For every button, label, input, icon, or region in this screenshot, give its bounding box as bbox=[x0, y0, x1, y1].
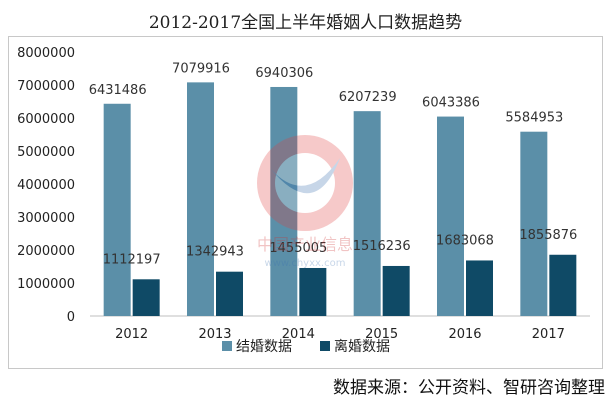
data-label-divorce: 1683068 bbox=[436, 233, 494, 248]
data-label-marriage: 6940306 bbox=[255, 66, 313, 81]
bar-marriage bbox=[103, 103, 131, 317]
x-tick-label: 2015 bbox=[365, 327, 398, 342]
y-tick-label: 4000000 bbox=[17, 178, 75, 193]
bar-divorce bbox=[466, 260, 493, 316]
bar-divorce bbox=[299, 267, 327, 316]
x-tick-label: 2012 bbox=[115, 327, 148, 342]
watermark-text: 中国产业信息 bbox=[257, 235, 353, 254]
bar-divorce bbox=[549, 254, 577, 316]
legend-swatch bbox=[320, 341, 330, 351]
bar-marriage bbox=[520, 131, 548, 316]
watermark-logo: 中国产业信息 www.chyxx.com bbox=[257, 135, 353, 268]
bar-divorce bbox=[382, 265, 410, 316]
bar-marriage bbox=[187, 82, 214, 317]
bar-marriage bbox=[437, 116, 464, 316]
bar-marriage bbox=[270, 86, 298, 316]
data-label-divorce: 1855876 bbox=[519, 228, 577, 243]
x-tick-label: 2014 bbox=[282, 327, 315, 342]
y-tick-label: 1000000 bbox=[17, 277, 75, 292]
y-tick-label: 5000000 bbox=[17, 145, 75, 160]
data-label-marriage: 6043386 bbox=[422, 96, 480, 111]
data-source: 数据来源：公开资料、智研咨询整理 bbox=[333, 378, 605, 398]
data-label-marriage: 7079916 bbox=[172, 61, 230, 76]
legend-label: 离婚数据 bbox=[334, 338, 390, 355]
chart-frame bbox=[8, 36, 603, 369]
data-label-divorce: 1455005 bbox=[269, 241, 327, 256]
x-tick-label: 2013 bbox=[198, 327, 231, 342]
y-tick-label: 3000000 bbox=[17, 211, 75, 226]
legend-label: 结婚数据 bbox=[236, 339, 292, 355]
y-tick-label: 7000000 bbox=[17, 79, 75, 94]
watermark-url: www.chyxx.com bbox=[265, 258, 346, 268]
y-tick-label: 8000000 bbox=[17, 46, 75, 61]
data-label-marriage: 6431486 bbox=[89, 83, 147, 98]
data-label-divorce: 1516236 bbox=[353, 239, 411, 254]
bar-marriage bbox=[353, 111, 381, 317]
data-label-divorce: 1342943 bbox=[186, 245, 244, 260]
bar-divorce bbox=[132, 279, 160, 316]
y-tick-label: 0 bbox=[67, 310, 75, 325]
data-label-marriage: 5584953 bbox=[505, 111, 563, 126]
x-tick-label: 2017 bbox=[532, 327, 565, 342]
legend-swatch bbox=[222, 341, 232, 351]
bar-divorce bbox=[216, 271, 243, 316]
chart-title: 2012-2017全国上半年婚姻人口数据趋势 bbox=[148, 13, 463, 33]
data-label-marriage: 6207239 bbox=[339, 90, 397, 105]
y-tick-label: 2000000 bbox=[17, 244, 75, 259]
x-tick-label: 2016 bbox=[448, 327, 481, 342]
y-tick-label: 6000000 bbox=[17, 112, 75, 127]
data-label-divorce: 1112197 bbox=[103, 252, 161, 267]
